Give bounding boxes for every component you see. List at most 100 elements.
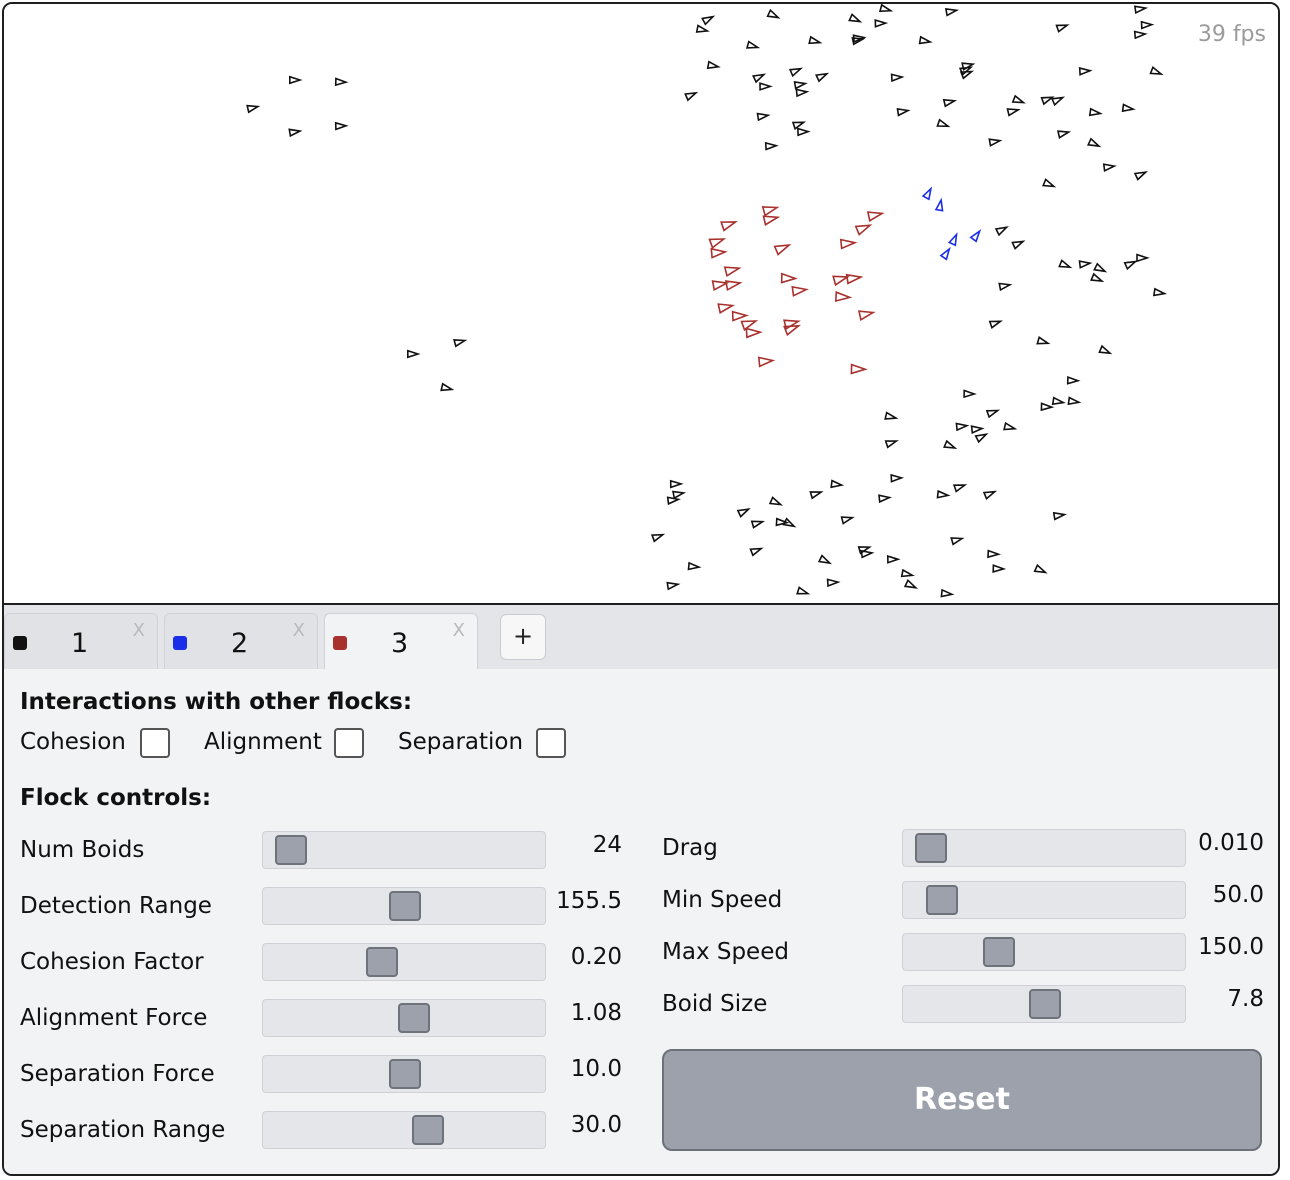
max-speed-slider-thumb[interactable] xyxy=(983,937,1016,967)
boid-size-slider-thumb[interactable] xyxy=(1029,989,1061,1019)
boid-flock-1 xyxy=(943,439,958,450)
alignment-force-slider-thumb[interactable] xyxy=(398,1003,431,1033)
boid-flock-1 xyxy=(788,67,804,78)
boid-flock-1 xyxy=(1055,24,1070,33)
separation-checkbox[interactable] xyxy=(536,728,566,758)
detection-range-slider[interactable] xyxy=(262,887,546,925)
boid-flock-1 xyxy=(782,517,797,528)
boid-flock-1 xyxy=(1052,511,1067,521)
cohesion-checkbox[interactable] xyxy=(140,728,170,758)
num-boids-slider[interactable] xyxy=(262,831,546,869)
boid-flock-3 xyxy=(762,215,781,226)
boid-flock-1 xyxy=(903,578,919,589)
boid-flock-2 xyxy=(969,229,982,243)
boid-flock-1 xyxy=(1006,108,1021,117)
boid-flock-1 xyxy=(1093,262,1108,273)
drag-slider[interactable] xyxy=(902,829,1186,867)
boid-flock-1 xyxy=(750,520,766,529)
min-speed-slider[interactable] xyxy=(902,881,1186,919)
boid-flock-1 xyxy=(1078,67,1093,76)
flock-controls-heading: Flock controls: xyxy=(20,785,212,811)
boid-flock-1 xyxy=(1033,563,1048,574)
alignment-force-label: Alignment Force xyxy=(20,1005,208,1031)
tab-flock-1[interactable]: 1 X xyxy=(4,613,158,669)
separation-force-slider[interactable] xyxy=(262,1055,546,1093)
boid-flock-1 xyxy=(848,13,863,23)
drag-value: 0.010 xyxy=(1198,830,1264,856)
boid-flock-1 xyxy=(796,586,811,595)
boids-layer xyxy=(246,4,1168,598)
boid-flock-1 xyxy=(900,568,915,578)
boid-flock-3 xyxy=(832,275,850,287)
detection-range-slider-thumb[interactable] xyxy=(389,891,421,921)
tab-flock-3[interactable]: 3 X xyxy=(324,613,478,669)
boid-flock-1 xyxy=(1051,396,1066,406)
boid-size-slider[interactable] xyxy=(902,985,1186,1023)
boid-flock-1 xyxy=(797,127,811,137)
reset-button[interactable]: Reset xyxy=(662,1049,1262,1151)
boid-flock-1 xyxy=(775,517,790,527)
cohesion-factor-slider[interactable] xyxy=(262,943,546,981)
alignment-force-slider[interactable] xyxy=(262,999,546,1037)
boid-flock-1 xyxy=(942,98,958,108)
separation-range-slider[interactable] xyxy=(262,1111,546,1149)
boid-flock-1 xyxy=(884,411,899,420)
boid-flock-1 xyxy=(955,422,970,432)
boid-flock-1 xyxy=(1040,96,1055,106)
boid-flock-1 xyxy=(1098,344,1113,355)
boid-flock-1 xyxy=(982,490,998,501)
num-boids-value: 24 xyxy=(592,832,622,858)
min-speed-label: Min Speed xyxy=(662,887,783,913)
separation-force-slider-thumb[interactable] xyxy=(389,1059,421,1089)
boid-flock-1 xyxy=(669,479,684,489)
simulation-canvas[interactable]: 39 fps xyxy=(4,4,1278,603)
boid-flock-1 xyxy=(687,561,702,571)
close-tab-icon[interactable]: X xyxy=(132,620,145,641)
boid-flock-1 xyxy=(952,484,968,493)
boid-flock-1 xyxy=(1078,260,1093,269)
boid-flock-1 xyxy=(851,36,866,46)
boid-flock-1 xyxy=(878,4,894,13)
boid-flock-1 xyxy=(985,409,1001,419)
boid-flock-1 xyxy=(998,282,1013,292)
flock-color-swatch xyxy=(13,636,27,650)
boid-flock-3 xyxy=(783,319,801,331)
min-speed-slider-thumb[interactable] xyxy=(926,885,959,915)
boid-flock-3 xyxy=(757,356,776,368)
close-tab-icon[interactable]: X xyxy=(452,620,465,641)
cohesion-factor-label: Cohesion Factor xyxy=(20,949,204,975)
drag-slider-thumb[interactable] xyxy=(915,833,947,863)
boid-flock-1 xyxy=(793,81,808,90)
boid-flock-3 xyxy=(791,285,809,297)
boid-flock-3 xyxy=(720,221,738,232)
max-speed-slider[interactable] xyxy=(902,933,1186,971)
max-speed-label: Max Speed xyxy=(662,939,789,965)
num-boids-slider-thumb[interactable] xyxy=(275,835,307,865)
boid-flock-1 xyxy=(1066,375,1081,385)
cohesion-factor-slider-thumb[interactable] xyxy=(366,947,399,977)
boid-flock-1 xyxy=(988,320,1003,329)
separation-range-slider-thumb[interactable] xyxy=(411,1115,444,1145)
boid-flock-1 xyxy=(1042,178,1057,188)
boid-flock-3 xyxy=(854,224,873,236)
boid-flock-1 xyxy=(1123,260,1138,271)
boid-flock-1 xyxy=(1133,30,1148,40)
boid-flock-1 xyxy=(1036,336,1051,345)
boid-flock-3 xyxy=(731,310,749,322)
boid-flock-1 xyxy=(1003,421,1018,431)
min-speed-value: 50.0 xyxy=(1212,882,1264,908)
boid-flock-3 xyxy=(717,303,736,314)
alignment-checkbox[interactable] xyxy=(334,728,364,758)
boid-flock-1 xyxy=(764,141,779,151)
close-tab-icon[interactable]: X xyxy=(292,620,305,641)
boid-flock-1 xyxy=(766,8,781,19)
boid-flock-1 xyxy=(884,440,899,449)
boid-flock-1 xyxy=(334,77,349,87)
boid-flock-3 xyxy=(780,272,798,284)
divider xyxy=(4,603,1278,605)
separation-range-label: Separation Range xyxy=(20,1117,226,1143)
boid-flock-1 xyxy=(860,549,875,559)
tab-flock-2[interactable]: 2 X xyxy=(164,613,318,669)
add-flock-button[interactable]: + xyxy=(500,614,546,660)
